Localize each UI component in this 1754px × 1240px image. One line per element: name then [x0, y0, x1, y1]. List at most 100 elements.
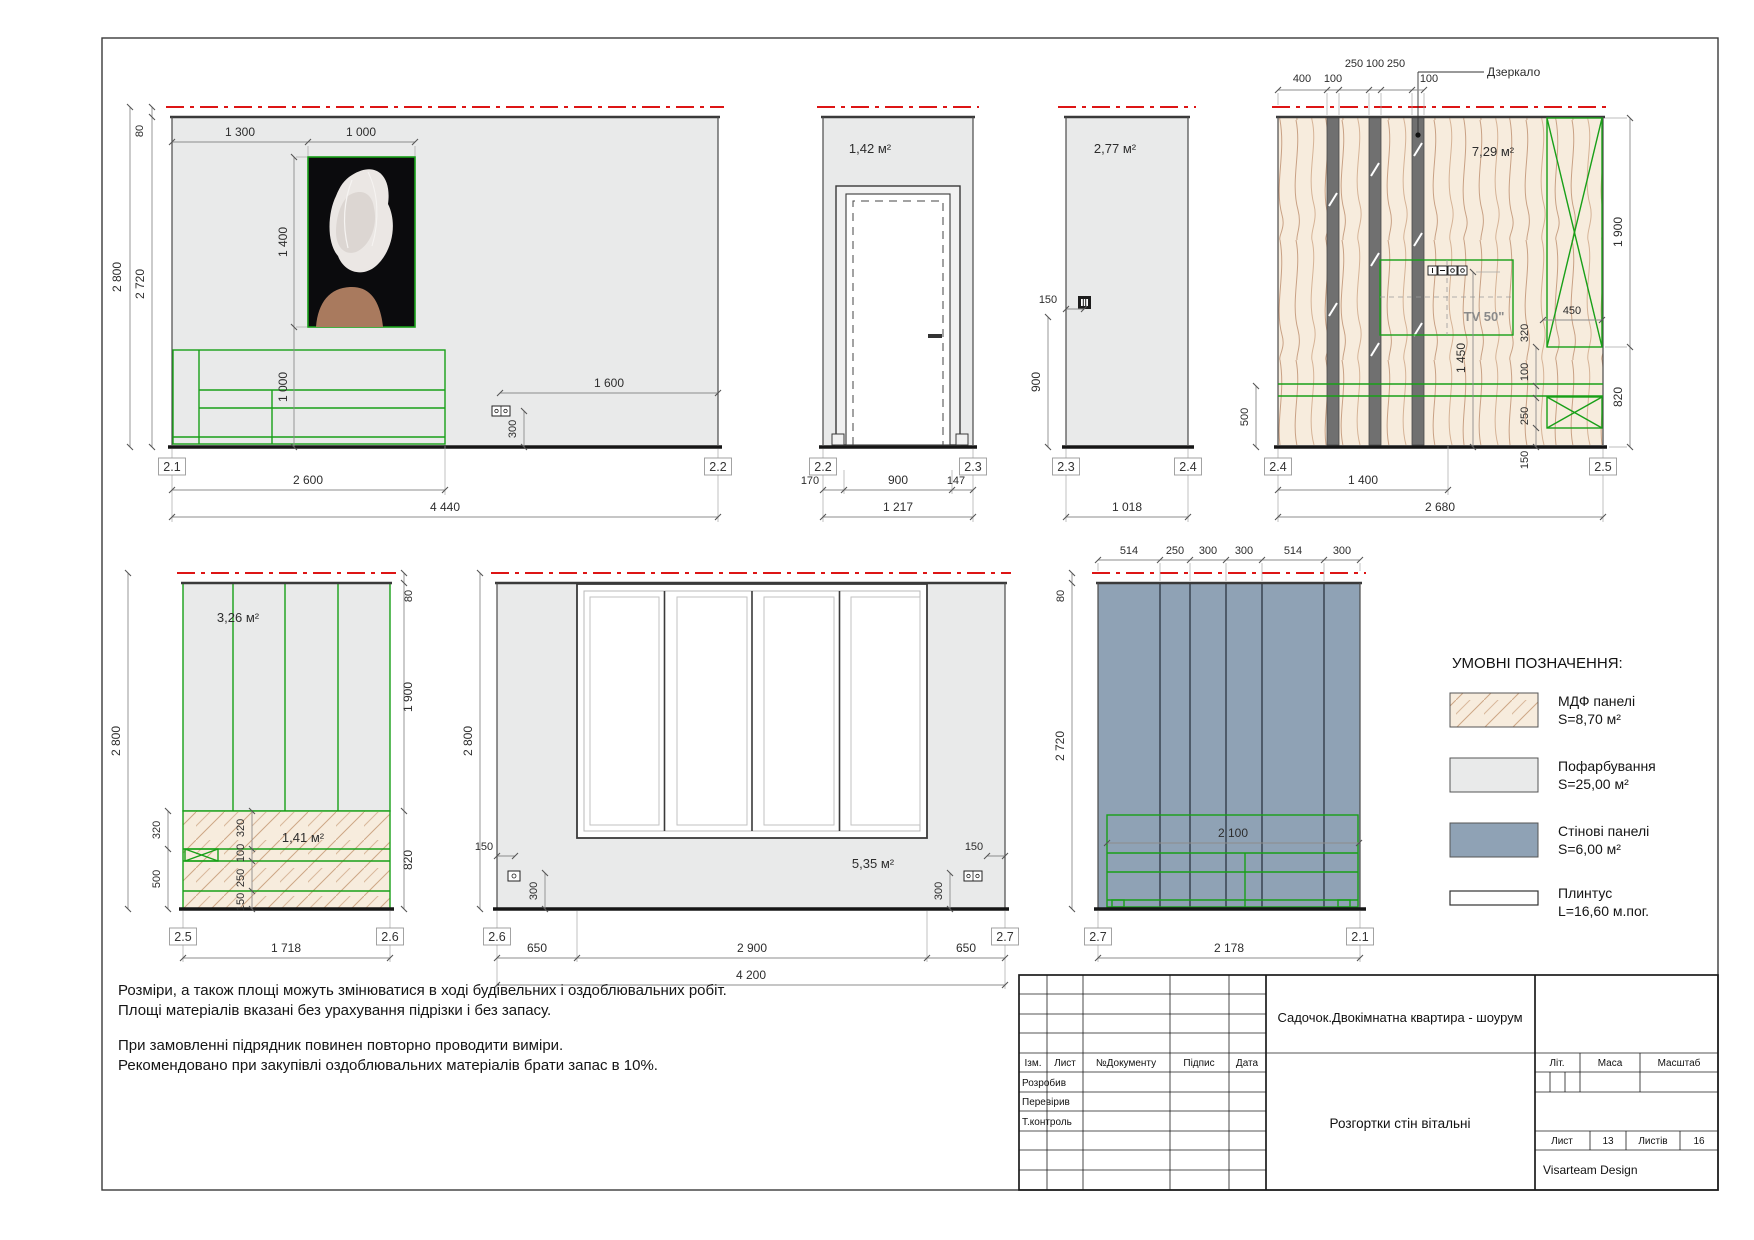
dim-label: 1 018 [1112, 500, 1142, 514]
dim-label: 80 [1055, 590, 1067, 602]
tv-console-outline [172, 349, 446, 445]
dim-label: 650 [527, 941, 547, 955]
area-label: 7,29 м² [1472, 144, 1515, 159]
dim-label: 250 [1387, 58, 1405, 70]
dim-label: 1 718 [271, 941, 301, 955]
area-label: 1,42 м² [849, 141, 892, 156]
shelf-unit-outline [1546, 117, 1603, 429]
double-socket-icon [963, 870, 983, 882]
elevation-2.6-2.7: 5,35 м² 2 800 150 300 150 300 650 2 900 [461, 569, 1019, 989]
tb-col-izm: Ізм. [1024, 1058, 1041, 1069]
tb-sheets-number: 16 [1693, 1136, 1705, 1147]
dim-label: 2 680 [1425, 500, 1455, 514]
title-block: Ізм. Лист №Документу Підпис Дата Розроби… [1018, 974, 1719, 1191]
tv-ports-icon [1427, 265, 1468, 276]
tb-col-mass: Маса [1598, 1058, 1623, 1069]
tb-col-doc: №Документу [1096, 1058, 1156, 1069]
axis-marker: 2.2 [709, 460, 726, 474]
dimensions-2.2-2.3: 170 900 147 1 217 2.2 2.3 [801, 449, 987, 522]
dim-label: 300 [507, 420, 519, 438]
legend-item-label: Плинтус [1558, 885, 1612, 901]
dim-label: 100 [1366, 58, 1384, 70]
legend-item-value: S=25,00 м² [1558, 776, 1629, 792]
dim-label: 150 [235, 893, 247, 911]
dimensions-2.6-2.7: 2 800 150 300 150 300 650 2 900 650 4 20… [461, 569, 1019, 989]
dim-label: 400 [1293, 73, 1311, 85]
dim-label: 500 [1239, 408, 1251, 426]
dim-label: 1 600 [594, 376, 624, 390]
elevation-2.3-2.4: 2,77 м² 150 900 1 018 2.3 2.4 [1029, 106, 1202, 522]
dim-label: 450 [1563, 305, 1581, 317]
elevation-2.1-2.2: 2 800 80 2 720 1 300 1 000 1 400 1 000 1… [110, 103, 732, 522]
dim-label: 250 [235, 869, 247, 887]
dim-label: 250 [1345, 58, 1363, 70]
figure-shoulder [316, 286, 383, 327]
area-label: 5,35 м² [852, 856, 895, 871]
axis-marker-box [158, 457, 186, 476]
dim-label: 250 [1166, 545, 1184, 557]
tb-col-lit: Літ. [1549, 1058, 1564, 1069]
legend-item-label: МДФ панелі [1558, 693, 1635, 709]
dim-label: 514 [1120, 545, 1138, 557]
wall-surface [1066, 117, 1188, 445]
dim-label: 1 900 [1611, 217, 1625, 247]
mirror-strips [1326, 116, 1425, 446]
dim-label: 80 [134, 125, 146, 137]
mirror-label: Дзеркало [1487, 65, 1541, 79]
dim-label: 100 [1420, 73, 1438, 85]
dim-label: 300 [528, 882, 540, 900]
dim-label: 150 [475, 841, 493, 853]
single-socket-icon [507, 870, 521, 882]
dim-label: 1 300 [225, 125, 255, 139]
cabinet-outline [1106, 814, 1359, 908]
axis-marker: 2.6 [488, 930, 505, 944]
dim-label: 820 [1611, 387, 1625, 407]
note-line: Розміри, а також площі можуть змінюватис… [118, 982, 727, 999]
axis-marker: 2.2 [814, 460, 831, 474]
light-switch-icon [1078, 296, 1091, 309]
elevation-2.2-2.3: 1,42 м² 170 900 147 1 217 2.2 2.3 [801, 106, 987, 522]
dim-label: 100 [235, 844, 247, 862]
dim-label: 320 [235, 819, 247, 837]
dim-label: 900 [1029, 372, 1043, 392]
elevation-2.7-2.1: 514 250 300 300 514 300 80 2 720 2 100 2… [1053, 545, 1374, 962]
dim-label: 2 900 [737, 941, 767, 955]
tb-row-tcontrol: Т.контроль [1022, 1117, 1072, 1128]
dim-label: 500 [151, 870, 163, 888]
dim-label: 300 [1199, 545, 1217, 557]
dim-label: 300 [1235, 545, 1253, 557]
dim-label: 900 [888, 473, 908, 487]
dim-label: 2 100 [1218, 826, 1248, 840]
elevation-2.4-2.5: 7,29 м² Дзеркало TV 50" [1239, 58, 1634, 522]
axis-marker-box [704, 457, 732, 476]
legend-swatch-plinth [1449, 890, 1539, 906]
sheet-frame [101, 37, 1719, 1191]
tb-col-list: Лист [1054, 1058, 1076, 1069]
area-label: 1,41 м² [282, 830, 325, 845]
dim-label: 80 [403, 590, 415, 602]
dim-label: 320 [1519, 324, 1531, 342]
elevation-2.5-2.6: 3,26 м² 1,41 м² 2 800 320 500 320 100 25… [109, 569, 415, 962]
legend-swatch-paint [1449, 757, 1539, 793]
tb-sheet-label: Лист [1551, 1136, 1573, 1147]
legend-swatch-mdf [1449, 692, 1539, 728]
window [576, 583, 928, 839]
note-line: Рекомендовано при закупівлі оздоблювальн… [118, 1057, 658, 1074]
mirror-leader: Дзеркало [1415, 65, 1541, 138]
wall-panel-surface [1098, 584, 1360, 909]
dim-label: 1 450 [1454, 343, 1468, 373]
double-socket-icon [491, 405, 511, 417]
tb-col-scale: Масштаб [1658, 1057, 1701, 1069]
dim-label: 150 [965, 841, 983, 853]
dim-label: 2 800 [109, 726, 123, 756]
legend-item-value: S=6,00 м² [1558, 841, 1621, 857]
door-handle [928, 334, 942, 338]
tb-project-name: Садочок.Двокімнатна квартира - шоурум [1277, 1010, 1522, 1025]
dim-label: 4 440 [430, 500, 460, 514]
dim-label: 2 800 [461, 726, 475, 756]
dim-label: 820 [401, 850, 415, 870]
notes: Розміри, а також площі можуть змінюватис… [118, 982, 727, 1074]
axis-marker: 2.1 [163, 460, 180, 474]
dim-label: 100 [1324, 73, 1342, 85]
